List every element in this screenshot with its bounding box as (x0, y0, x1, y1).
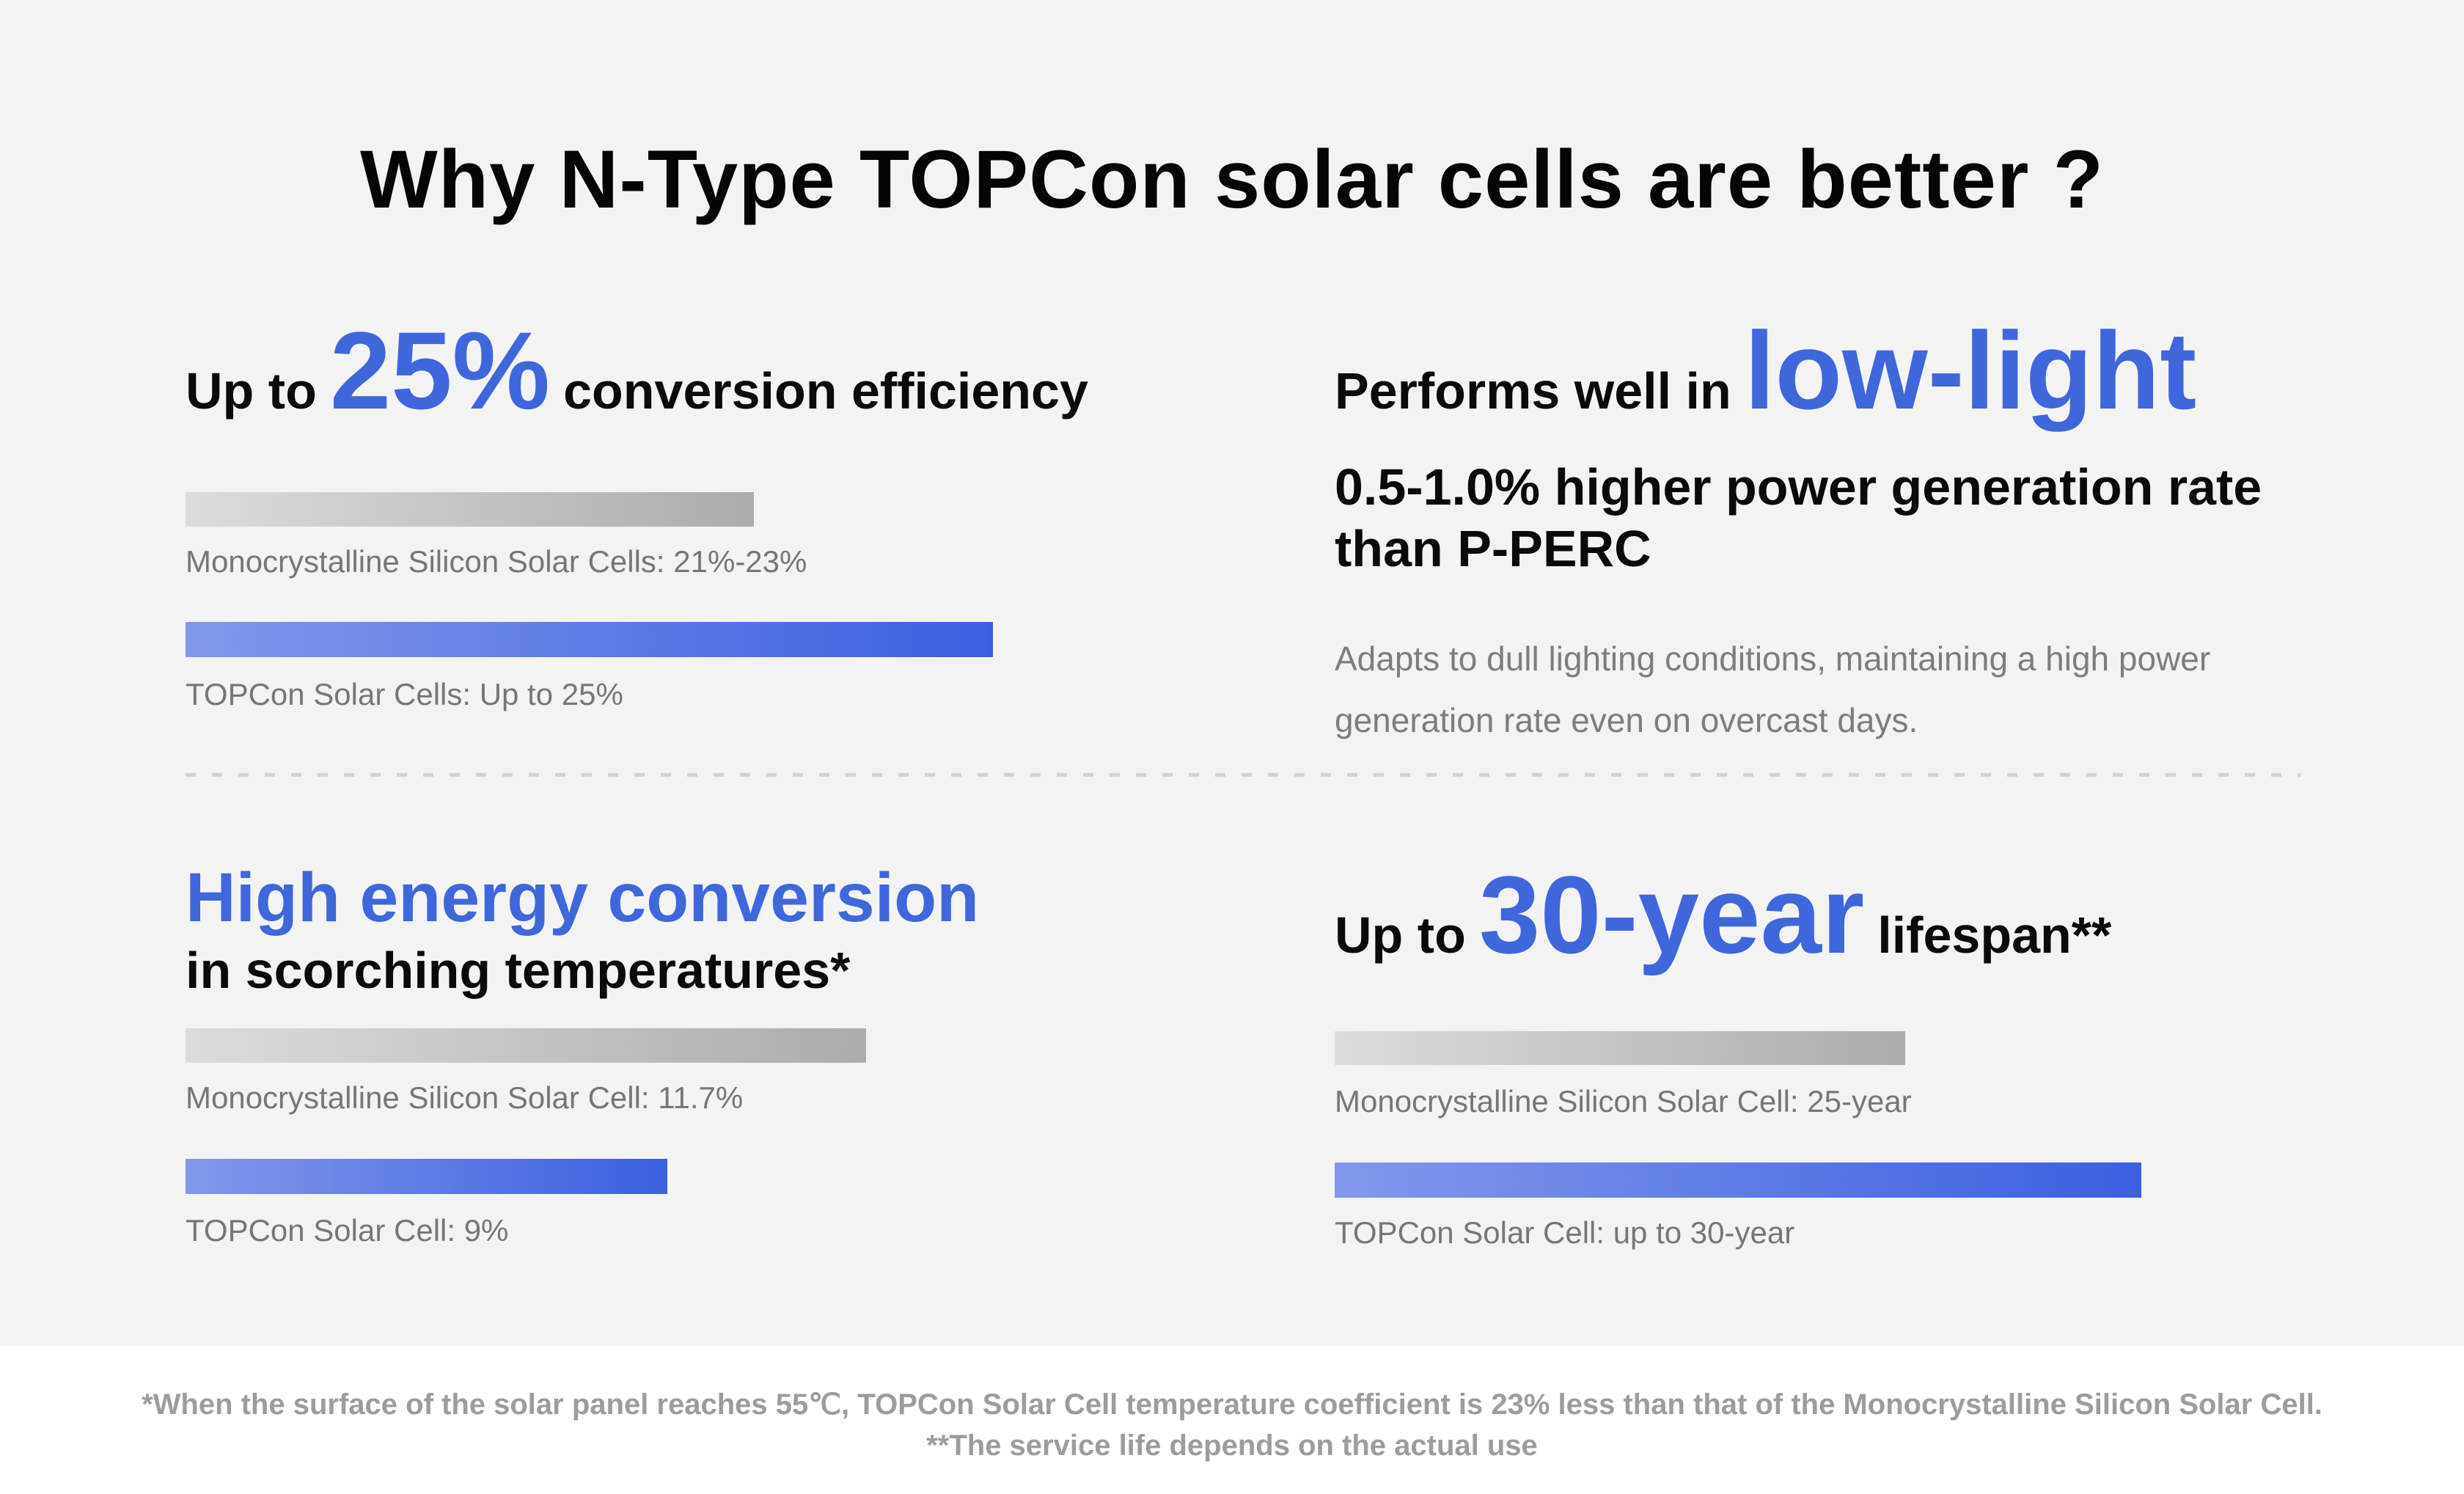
bar-mono-efficiency (186, 492, 754, 527)
bar-label-topcon-efficiency: TOPCon Solar Cells: Up to 25% (186, 677, 623, 711)
temperature-heading-black: in scorching temperatures* (186, 942, 851, 999)
section-conversion-efficiency: Up to 25% conversion efficiency Monocrysta… (186, 315, 1249, 714)
low-light-heading-value: low-light (1744, 309, 2197, 432)
bar-topcon-lifespan (1335, 1162, 2141, 1198)
page-title: Why N-Type TOPCon solar cells are better… (360, 133, 2104, 225)
bar-label-topcon-temperature: TOPCon Solar Cell: 9% (186, 1213, 509, 1248)
temperature-heading-blue: High energy conversion (186, 859, 980, 937)
section-low-light: Performs well in low-light 0.5-1.0% highe… (1335, 315, 2376, 751)
footnote-line-2: **The service life depends on the actual… (926, 1429, 1538, 1462)
low-light-subheading: 0.5-1.0% higher power generation rate th… (1335, 458, 2262, 577)
bar-label-mono-temperature: Monocrystalline Silicon Solar Cell: 11.7… (186, 1080, 744, 1115)
infographic-canvas: Why N-Type TOPCon solar cells are better… (0, 0, 2464, 1346)
lifespan-heading-suffix: lifespan** (1877, 907, 2112, 964)
footnote-strip: *When the surface of the solar panel rea… (0, 1346, 2464, 1494)
low-light-heading-prefix: Performs well in (1335, 362, 1731, 420)
efficiency-heading-value: 25% (329, 309, 551, 432)
section-temperature: High energy conversion in scorching temp… (186, 857, 1249, 1250)
bar-topcon-temperature (186, 1159, 667, 1194)
bar-mono-lifespan (1335, 1031, 1905, 1065)
efficiency-heading-suffix: conversion efficiency (563, 362, 1088, 420)
bar-label-topcon-lifespan: TOPCon Solar Cell: up to 30-year (1335, 1215, 1795, 1250)
lifespan-heading-prefix: Up to (1335, 907, 1466, 964)
low-light-heading: Performs well in low-light (1335, 315, 2376, 446)
efficiency-heading-prefix: Up to (186, 362, 317, 420)
dashed-divider (186, 773, 2300, 777)
bar-label-mono-efficiency: Monocrystalline Silicon Solar Cells: 21%… (186, 544, 807, 579)
lifespan-heading-value: 30-year (1478, 853, 1865, 976)
footnote-line-1: *When the surface of the solar panel rea… (142, 1388, 2322, 1421)
lifespan-heading: Up to 30-year lifespan** (1335, 860, 2398, 990)
bar-topcon-efficiency (186, 622, 993, 657)
low-light-body: Adapts to dull lighting conditions, main… (1335, 640, 2211, 739)
bar-label-mono-lifespan: Monocrystalline Silicon Solar Cell: 25-y… (1335, 1084, 1912, 1118)
bar-mono-temperature (186, 1028, 866, 1063)
efficiency-heading: Up to 25% conversion efficiency (186, 315, 1249, 446)
section-lifespan: Up to 30-year lifespan** Monocrystalline S… (1335, 860, 2398, 1252)
